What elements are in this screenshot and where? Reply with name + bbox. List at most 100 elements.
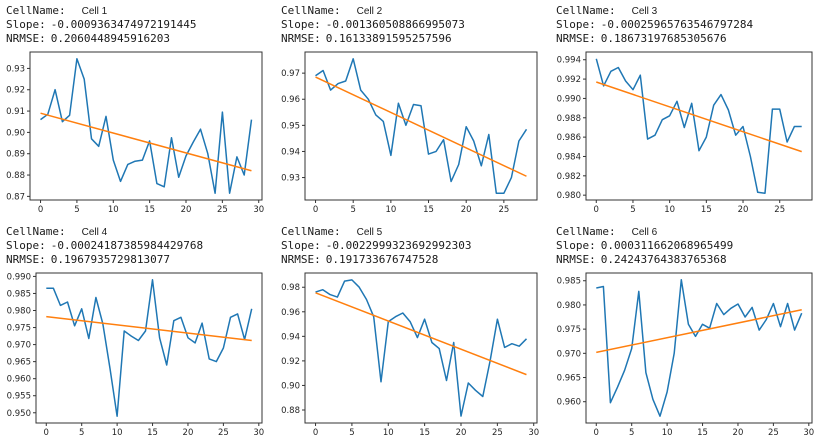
- svg-text:15: 15: [144, 205, 155, 215]
- svg-text:20: 20: [461, 205, 472, 215]
- svg-text:0.984: 0.984: [557, 152, 581, 162]
- cell-panel-1: CellName: Cell 1 Slope: -0.000936347497219…: [0, 0, 274, 220]
- panel-header: CellName: Cell 3 Slope: -0.000259657635467…: [550, 0, 824, 45]
- line-chart-cell-6: 0.960 0.965 0.970 0.975 0.980 0.985 0 5 10 15 20 25…: [557, 272, 814, 438]
- svg-text:0: 0: [313, 205, 318, 215]
- svg-text:0.89: 0.89: [6, 150, 25, 160]
- svg-text:0.992: 0.992: [557, 75, 581, 85]
- slope-label: Slope:: [6, 239, 46, 252]
- slope-label: Slope:: [556, 18, 596, 31]
- svg-text:25: 25: [217, 205, 228, 215]
- svg-text:20: 20: [733, 428, 744, 438]
- svg-text:5: 5: [350, 205, 355, 215]
- nrmse-label: NRMSE:: [281, 32, 321, 45]
- nrmse-label: NRMSE:: [6, 32, 46, 45]
- svg-text:15: 15: [419, 428, 430, 438]
- cell-panel-5: CellName: Cell 5 Slope: -0.002299932369299…: [275, 221, 549, 441]
- svg-text:0.97: 0.97: [281, 69, 300, 79]
- cell-panel-3: CellName: Cell 3 Slope: -0.000259657635467…: [550, 0, 824, 220]
- panel-header: CellName: Cell 2 Slope: -0.001360508866995…: [275, 0, 549, 45]
- cell-panel-4: CellName: Cell 4 Slope: -0.000241873859844…: [0, 221, 274, 441]
- svg-text:10: 10: [385, 205, 396, 215]
- svg-text:0.955: 0.955: [7, 392, 31, 402]
- svg-text:25: 25: [498, 205, 509, 215]
- slope-label: Slope:: [281, 239, 321, 252]
- slope-value: 0.000311662068965499: [600, 239, 734, 252]
- svg-text:0.950: 0.950: [7, 409, 31, 419]
- cellname-value: Cell 6: [631, 227, 658, 238]
- svg-text:0.985: 0.985: [557, 277, 581, 287]
- svg-text:0.965: 0.965: [7, 358, 31, 368]
- svg-text:0.986: 0.986: [557, 133, 581, 143]
- nrmse-value: 0.24243764383765368: [600, 253, 727, 266]
- svg-text:5: 5: [74, 205, 79, 215]
- svg-text:0.95: 0.95: [281, 121, 300, 131]
- slope-value: -0.00024187385984429768: [50, 239, 204, 252]
- svg-text:0.988: 0.988: [557, 114, 581, 124]
- cellname-value: Cell 1: [81, 6, 108, 17]
- svg-text:0.93: 0.93: [6, 64, 25, 74]
- line-chart-cell-1: 0.87 0.88 0.89 0.90 0.91 0.92 0.93 0 5 10 15 20 25 30: [6, 51, 264, 215]
- svg-text:0.96: 0.96: [281, 308, 300, 318]
- cellname-label: CellName:: [556, 4, 616, 17]
- svg-text:5: 5: [630, 205, 635, 215]
- svg-text:0.990: 0.990: [7, 272, 31, 282]
- panel-header: CellName: Cell 4 Slope: -0.000241873859844…: [0, 221, 274, 266]
- line-chart-cell-5: 0.88 0.90 0.92 0.94 0.96 0.98 0 5 10 15 20 25 30: [281, 272, 539, 438]
- svg-text:0.985: 0.985: [7, 289, 31, 299]
- nrmse-value: 0.18673197685305676: [600, 32, 727, 45]
- svg-text:10: 10: [383, 428, 394, 438]
- svg-text:25: 25: [218, 428, 229, 438]
- svg-text:10: 10: [662, 428, 673, 438]
- cellname-value: Cell 3: [631, 6, 658, 17]
- svg-text:5: 5: [629, 428, 634, 438]
- svg-text:0.970: 0.970: [7, 341, 31, 351]
- svg-text:0.92: 0.92: [281, 357, 300, 367]
- svg-text:0.90: 0.90: [6, 128, 25, 138]
- svg-text:0.960: 0.960: [557, 398, 581, 408]
- line-chart-cell-4: 0.950 0.955 0.960 0.965 0.970 0.975 0.980 0.985…: [7, 272, 265, 438]
- svg-text:0: 0: [594, 428, 599, 438]
- svg-text:5: 5: [349, 428, 354, 438]
- svg-text:0.93: 0.93: [281, 174, 300, 184]
- svg-text:0.96: 0.96: [281, 95, 300, 105]
- nrmse-label: NRMSE:: [556, 32, 596, 45]
- line-chart-cell-3: 0.980 0.982 0.984 0.986 0.988 0.990 0.992 0.994…: [557, 51, 813, 215]
- svg-text:5: 5: [79, 428, 84, 438]
- svg-text:30: 30: [528, 428, 539, 438]
- svg-text:10: 10: [112, 428, 123, 438]
- cell-panel-2: CellName: Cell 2 Slope: -0.001360508866995…: [275, 0, 549, 220]
- svg-text:0.94: 0.94: [281, 332, 300, 342]
- svg-text:0.975: 0.975: [557, 325, 581, 335]
- svg-text:15: 15: [697, 428, 708, 438]
- svg-text:25: 25: [774, 205, 785, 215]
- nrmse-value: 0.191733676747528: [325, 253, 439, 266]
- panel-header: CellName: Cell 1 Slope: -0.000936347497219…: [0, 0, 274, 45]
- nrmse-label: NRMSE:: [6, 253, 46, 266]
- cell-panel-6: CellName: Cell 6 Slope: 0.0003116620689654…: [550, 221, 824, 441]
- svg-text:0: 0: [594, 205, 599, 215]
- svg-text:30: 30: [253, 205, 264, 215]
- svg-text:15: 15: [701, 205, 712, 215]
- svg-text:0.965: 0.965: [557, 374, 581, 384]
- svg-text:20: 20: [456, 428, 467, 438]
- slope-value: -0.00025965763546797284: [600, 18, 754, 31]
- svg-text:0.91: 0.91: [6, 107, 25, 117]
- nrmse-value: 0.16133891595257596: [325, 32, 452, 45]
- cellname-value: Cell 5: [356, 227, 383, 238]
- svg-text:20: 20: [181, 205, 192, 215]
- line-chart-cell-2: 0.93 0.94 0.95 0.96 0.97 0 5 10 15 20 25: [281, 51, 538, 215]
- svg-text:15: 15: [423, 205, 434, 215]
- svg-text:30: 30: [803, 428, 814, 438]
- svg-text:0.88: 0.88: [281, 406, 300, 416]
- svg-text:0.980: 0.980: [557, 301, 581, 311]
- svg-text:0.994: 0.994: [557, 56, 581, 66]
- svg-text:0.98: 0.98: [281, 283, 300, 293]
- svg-text:0.990: 0.990: [557, 94, 581, 104]
- panel-header: CellName: Cell 6 Slope: 0.0003116620689654…: [550, 221, 824, 266]
- svg-text:0.94: 0.94: [281, 147, 300, 157]
- svg-text:0: 0: [313, 428, 318, 438]
- slope-value: -0.0009363474972191445: [50, 18, 197, 31]
- svg-text:25: 25: [768, 428, 779, 438]
